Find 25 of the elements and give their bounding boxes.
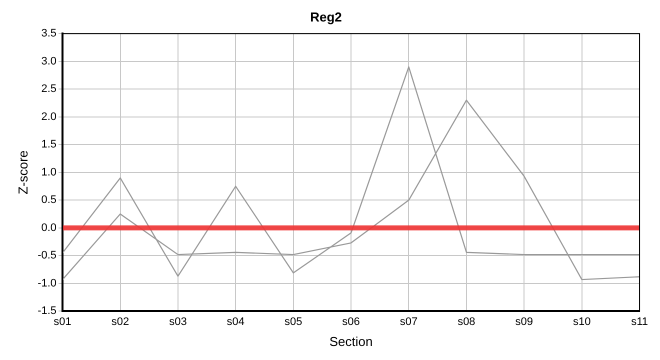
x-tick-label: s04 (226, 316, 245, 328)
x-tick-label: s01 (54, 316, 72, 328)
x-tick-label: s03 (169, 316, 187, 328)
x-tick-label: s11 (631, 316, 648, 328)
y-axis-title: Z-score (15, 150, 30, 194)
y-tick-label: 1.0 (41, 166, 57, 178)
x-tick-label: s08 (458, 316, 476, 328)
x-tick-label: s09 (515, 316, 534, 328)
y-tick-label: 1.5 (41, 138, 57, 151)
y-tick-label: -1.5 (38, 305, 57, 318)
x-axis-title: Section (329, 334, 373, 349)
x-tick-label: s10 (572, 316, 591, 328)
x-tick-label: s06 (342, 316, 360, 328)
x-tick-label: s02 (111, 316, 130, 328)
y-tick-label: 2.5 (41, 83, 57, 96)
y-tick-label: -0.5 (38, 250, 57, 262)
y-tick-label: 0.5 (41, 194, 57, 206)
y-tick-label: 2.0 (41, 110, 57, 123)
chart-title: Reg2 (310, 9, 342, 24)
x-tick-label: s07 (400, 316, 418, 328)
y-tick-label: -1.0 (38, 277, 57, 290)
y-tick-label: 0.0 (41, 222, 57, 234)
y-tick-label: 3.5 (41, 28, 57, 40)
x-tick-label: s05 (284, 316, 302, 328)
y-tick-label: 3.0 (41, 55, 57, 68)
